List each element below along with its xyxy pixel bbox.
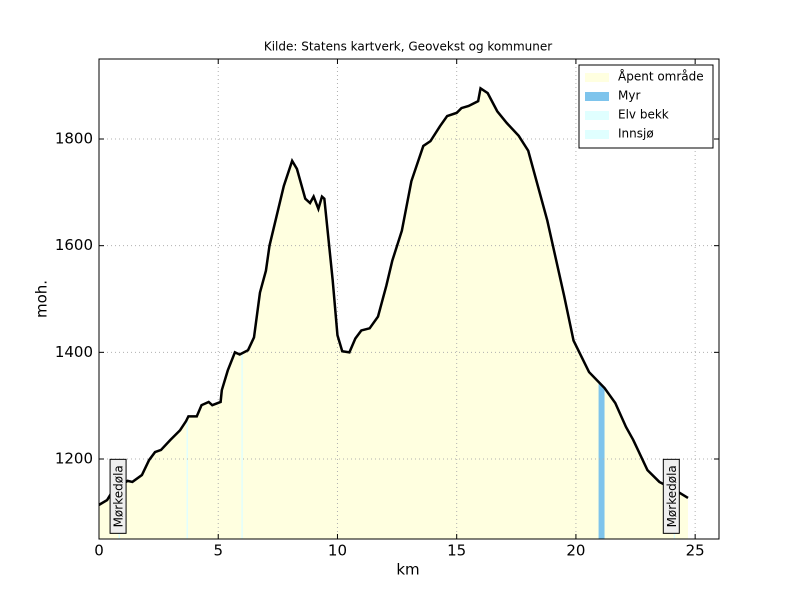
legend-swatch: [585, 130, 609, 139]
legend-swatch: [585, 92, 609, 101]
y-tick-label: 1600: [55, 236, 93, 254]
y-axis-label: moh.: [33, 280, 51, 318]
annotation-text: Mørkedøla: [112, 465, 126, 527]
x-tick-label: 5: [213, 542, 223, 560]
y-tick-label: 1400: [55, 343, 93, 361]
x-tick-label: 15: [447, 542, 466, 560]
plot-frame: [98, 58, 720, 540]
y-tick-label: 1800: [55, 130, 93, 148]
legend: Åpent område Myr Elv bekk Innsjø: [578, 64, 714, 149]
annotation: Mørkedøla: [109, 458, 127, 534]
legend-label: Innsjø: [618, 127, 654, 141]
area-band: [186, 88, 188, 539]
x-axis-label: km: [396, 561, 419, 579]
profile-line: [98, 86, 689, 506]
x-tick-label: 25: [686, 542, 705, 560]
x-tick-label: 0: [94, 542, 104, 560]
x-tick-label: 20: [566, 542, 585, 560]
annotation: Mørkedøla: [662, 458, 680, 534]
annotation-box: [109, 458, 127, 534]
legend-label: Åpent område: [618, 69, 704, 84]
legend-label: Elv bekk: [618, 108, 669, 122]
y-tick-label: 1200: [55, 450, 93, 468]
legend-swatch: [585, 111, 609, 120]
area-band: [241, 88, 243, 539]
annotation-box: [662, 458, 680, 534]
x-tick-label: 10: [328, 542, 347, 560]
legend-label: Myr: [618, 89, 640, 103]
chart-title: Kilde: Statens kartverk, Geovekst og kom…: [264, 40, 552, 54]
annotation-text: Mørkedøla: [665, 465, 679, 527]
legend-swatch: [585, 73, 609, 82]
